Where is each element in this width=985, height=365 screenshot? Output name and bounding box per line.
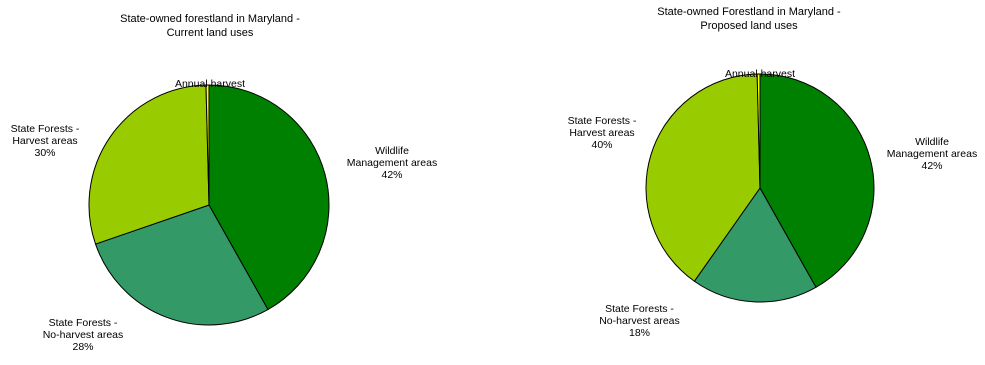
slice-label-wildlife: Wildlife Management areas 42%: [346, 145, 438, 181]
proposed-land-uses-chart: State-owned Forestland in Maryland - Pro…: [492, 0, 985, 343]
harvest-slice: [645, 73, 761, 282]
slice-label-no-harvest: State Forests - No-harvest areas 18%: [599, 303, 680, 339]
slice-label-annual-harvest: Annual harvest: [174, 78, 246, 90]
slice-label-harvest: State Forests - Harvest areas 40%: [567, 115, 637, 151]
chart-title: State-owned Forestland in Maryland - Pro…: [657, 6, 841, 32]
wildlife-slice: [208, 84, 330, 311]
annual-harvest-slice: [205, 84, 210, 206]
slice-label-annual-harvest: Annual harvest: [724, 68, 796, 80]
no-harvest-slice: [693, 187, 817, 303]
pie-svg: [645, 73, 875, 303]
slice-label-harvest: State Forests - Harvest areas 30%: [10, 123, 80, 159]
wildlife-slice: [759, 73, 875, 288]
no-harvest-slice: [94, 204, 269, 326]
slice-label-wildlife: Wildlife Management areas 42%: [886, 136, 978, 172]
current-land-uses-chart: State-owned forestland in Maryland - Cur…: [0, 0, 490, 353]
chart-title: State-owned forestland in Maryland - Cur…: [120, 13, 300, 39]
annual-harvest-slice: [756, 73, 761, 189]
slice-label-no-harvest: State Forests - No-harvest areas 28%: [42, 317, 124, 353]
pie-svg: [88, 84, 330, 326]
harvest-slice: [88, 84, 210, 245]
